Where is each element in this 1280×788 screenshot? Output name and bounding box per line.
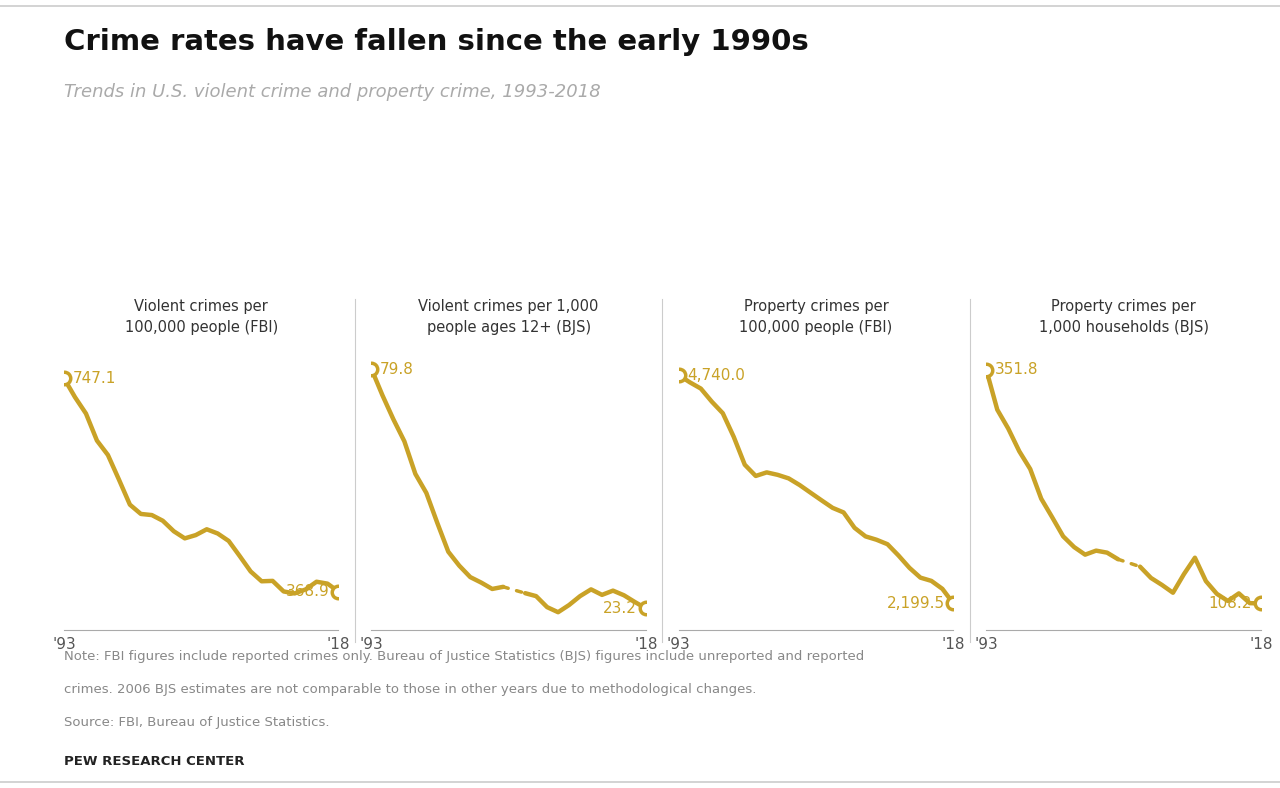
Text: Property crimes per
1,000 households (BJS): Property crimes per 1,000 households (BJ… <box>1038 299 1208 335</box>
Text: Trends in U.S. violent crime and property crime, 1993-2018: Trends in U.S. violent crime and propert… <box>64 83 600 101</box>
Text: 79.8: 79.8 <box>380 362 415 377</box>
Text: Crime rates have fallen since the early 1990s: Crime rates have fallen since the early … <box>64 28 809 56</box>
Text: 4,740.0: 4,740.0 <box>687 368 745 383</box>
Text: 351.8: 351.8 <box>995 362 1038 377</box>
Text: Note: FBI figures include reported crimes only. Bureau of Justice Statistics (BJ: Note: FBI figures include reported crime… <box>64 650 864 663</box>
Text: Property crimes per
100,000 people (FBI): Property crimes per 100,000 people (FBI) <box>740 299 892 335</box>
Text: 2,199.5: 2,199.5 <box>887 596 945 611</box>
Text: Source: FBI, Bureau of Justice Statistics.: Source: FBI, Bureau of Justice Statistic… <box>64 716 329 729</box>
Text: Violent crimes per 1,000
people ages 12+ (BJS): Violent crimes per 1,000 people ages 12+… <box>419 299 599 335</box>
Text: Violent crimes per
100,000 people (FBI): Violent crimes per 100,000 people (FBI) <box>124 299 278 335</box>
Text: PEW RESEARCH CENTER: PEW RESEARCH CENTER <box>64 756 244 768</box>
Text: 747.1: 747.1 <box>73 370 116 386</box>
Text: 108.2: 108.2 <box>1208 596 1252 611</box>
Text: 23.2: 23.2 <box>603 601 637 616</box>
Text: crimes. 2006 BJS estimates are not comparable to those in other years due to met: crimes. 2006 BJS estimates are not compa… <box>64 683 756 696</box>
Text: 368.9: 368.9 <box>285 584 330 599</box>
